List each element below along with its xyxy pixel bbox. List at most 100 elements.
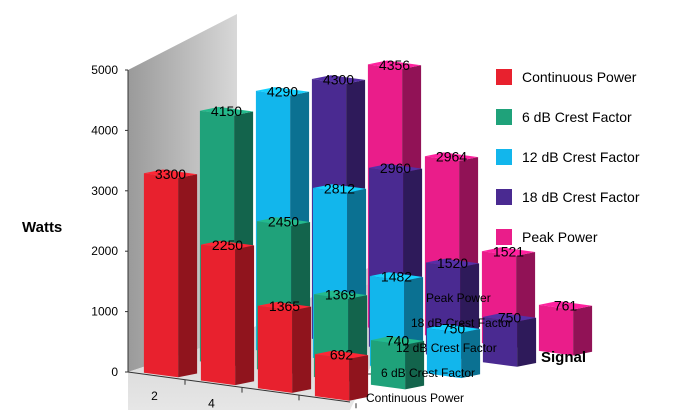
bar-top-face <box>314 350 369 359</box>
bar-top-face <box>143 169 198 178</box>
legend-label: Peak Power <box>522 229 598 245</box>
bar-side-face <box>178 174 198 378</box>
bar-top-face <box>482 313 537 322</box>
bar-top-face <box>369 272 424 281</box>
bar-top-face <box>426 324 481 333</box>
bar-side-face <box>235 245 255 386</box>
legend-item: 12 dB Crest Factor <box>496 137 640 177</box>
bar-top-face <box>257 302 312 311</box>
legend-label: 12 dB Crest Factor <box>522 149 640 165</box>
legend: Continuous Power 6 dB Crest Factor 12 dB C… <box>496 57 640 257</box>
data-label: 692 <box>330 347 354 363</box>
x-tick-label: 4 <box>208 397 215 410</box>
data-label: 2960 <box>380 160 411 176</box>
y-tick-label: 0 <box>111 365 118 379</box>
legend-item: 6 dB Crest Factor <box>496 97 640 137</box>
data-label: 2250 <box>212 237 243 253</box>
depth-tick-label: 18 dB Crest Factor <box>411 316 512 330</box>
data-label: 2964 <box>436 149 467 165</box>
depth-tick-label: 6 dB Crest Factor <box>381 366 475 380</box>
bar-top-face <box>312 184 367 193</box>
bar-front-face <box>370 340 406 390</box>
data-label: 740 <box>386 333 410 349</box>
legend-swatch <box>496 229 512 245</box>
data-label: 750 <box>498 309 522 325</box>
legend-swatch <box>496 149 512 165</box>
legend-item: Peak Power <box>496 217 640 257</box>
legend-swatch <box>496 69 512 85</box>
chart-labels: 0 1000 2000 3000 4000 5000 2 4 Continuous Power 6… <box>91 57 577 410</box>
bar-top-face <box>370 336 425 345</box>
bar-side-face <box>461 329 481 379</box>
bar-front-face <box>257 305 293 393</box>
data-label: 1369 <box>325 287 356 303</box>
bar-front-face <box>426 328 462 379</box>
bar-top-face <box>424 152 479 161</box>
bar-top-face <box>425 258 480 268</box>
depth-tick-label: 12 dB Crest Factor <box>396 341 497 355</box>
y-tick-label: 3000 <box>91 184 118 198</box>
bar <box>257 302 312 393</box>
bar-side-face <box>349 355 369 401</box>
data-label: 1521 <box>493 244 524 260</box>
data-label: 4290 <box>267 83 298 99</box>
bar-front-face <box>482 316 518 367</box>
data-label: 4150 <box>211 103 242 119</box>
bar-top-face <box>481 247 536 256</box>
bar-top-face <box>538 301 593 310</box>
bar-top-face <box>311 75 366 84</box>
bar-side-face <box>292 306 312 393</box>
data-label: 2812 <box>324 180 355 196</box>
data-label: 3300 <box>155 166 186 182</box>
depth-axis-title: Signal <box>541 349 586 366</box>
bar-side-face <box>405 340 425 390</box>
bar <box>426 324 481 379</box>
bar-side-face <box>573 305 593 356</box>
bar <box>143 169 198 378</box>
bar <box>370 336 425 390</box>
y-tick-label: 5000 <box>91 63 118 77</box>
chart-bars <box>143 60 593 401</box>
y-tick-label: 2000 <box>91 244 118 258</box>
legend-swatch <box>496 189 512 205</box>
data-label: 2450 <box>268 214 299 230</box>
data-label: 750 <box>442 321 466 337</box>
bar-top-face <box>255 87 310 96</box>
bar-top-face <box>367 60 422 69</box>
y-tick-label: 1000 <box>91 305 118 319</box>
y-tick-label: 4000 <box>91 123 118 137</box>
x-tick-label: 2 <box>151 389 158 403</box>
bar-side-face <box>517 317 537 367</box>
data-label: 1520 <box>437 255 468 271</box>
bar-top-face <box>199 106 254 116</box>
legend-item: Continuous Power <box>496 57 640 97</box>
data-label: 761 <box>554 297 578 313</box>
bar-front-face <box>200 244 236 386</box>
legend-swatch <box>496 109 512 125</box>
legend-item: 18 dB Crest Factor <box>496 177 640 217</box>
legend-label: 18 dB Crest Factor <box>522 189 640 205</box>
x-axis-line <box>127 371 351 403</box>
y-axis-title: Watts <box>22 219 62 236</box>
bar <box>482 313 537 367</box>
bar-front-face <box>538 304 574 356</box>
data-label: 1482 <box>381 269 412 285</box>
legend-label: 6 dB Crest Factor <box>522 109 632 125</box>
bar-top-face <box>313 290 368 299</box>
bar <box>314 350 369 401</box>
data-label: 4300 <box>323 72 354 88</box>
data-label: 4356 <box>379 57 410 73</box>
depth-tick-label: Continuous Power <box>366 391 464 405</box>
legend-label: Continuous Power <box>522 69 637 85</box>
depth-tick-label: Peak Power <box>426 291 491 305</box>
bar-top-face <box>256 217 311 226</box>
bar-front-face <box>314 354 350 401</box>
bar-front-face <box>143 173 179 378</box>
bar-top-face <box>200 240 255 250</box>
data-label: 1365 <box>269 298 300 314</box>
bar <box>538 301 593 356</box>
bar-top-face <box>368 163 423 173</box>
bar <box>200 240 255 386</box>
